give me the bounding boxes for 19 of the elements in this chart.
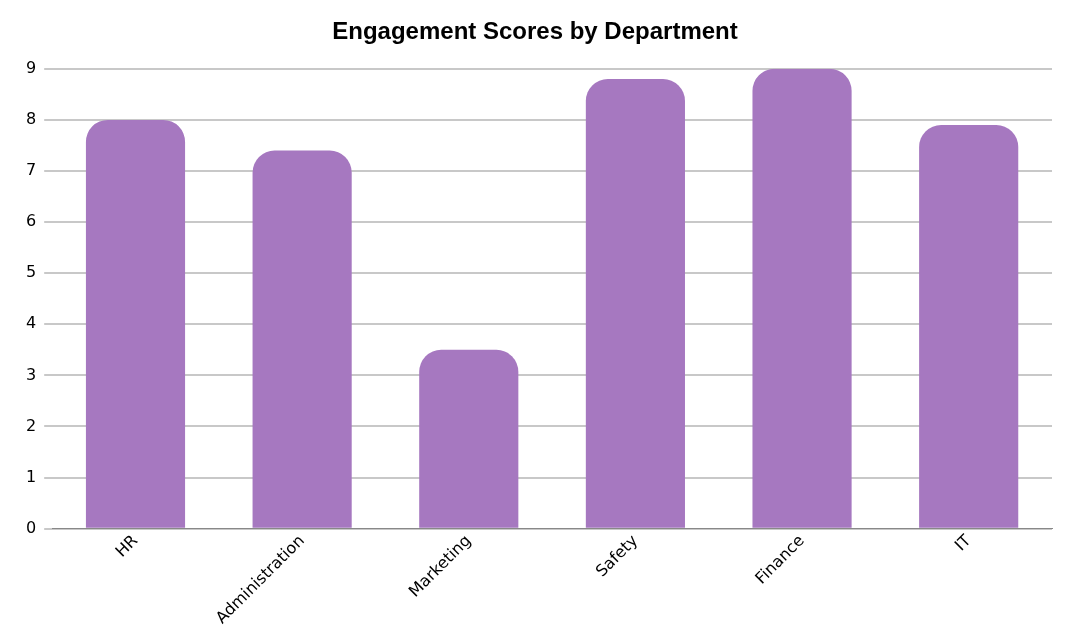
y-tick-label: 1 xyxy=(25,466,37,486)
bar xyxy=(752,68,852,528)
bar xyxy=(419,349,519,528)
y-tick-label: 8 xyxy=(25,109,37,129)
y-tick-label: 6 xyxy=(25,211,37,231)
x-tick-label: IT xyxy=(950,530,975,555)
chart-title: Engagement Scores by Department xyxy=(332,17,738,45)
bar xyxy=(85,119,186,528)
bar xyxy=(585,79,685,528)
y-tick-label: 5 xyxy=(25,262,37,282)
bar xyxy=(252,150,352,528)
y-tick-label: 9 xyxy=(25,57,37,77)
y-tick-label: 7 xyxy=(25,160,37,180)
x-tick-label: HR xyxy=(111,530,142,561)
y-tick-label: 0 xyxy=(25,517,37,537)
y-tick-label: 4 xyxy=(25,313,37,333)
bar xyxy=(919,125,1019,528)
y-tick-label: 3 xyxy=(25,364,37,384)
y-tick-label: 2 xyxy=(25,415,37,435)
